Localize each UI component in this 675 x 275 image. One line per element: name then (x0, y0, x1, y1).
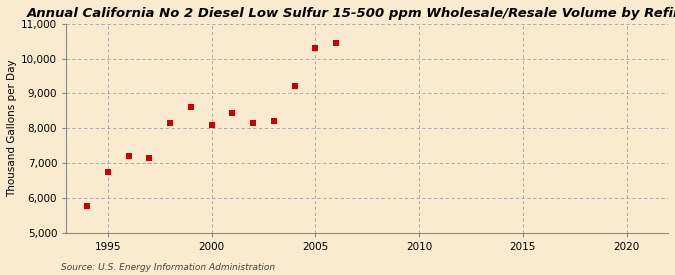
Point (206, 123, 217, 127)
Point (144, 156, 155, 160)
Point (310, 46, 321, 50)
Point (103, 169, 113, 174)
Point (165, 121, 176, 125)
Point (289, 84, 300, 89)
Title: Annual California No 2 Diesel Low Sulfur 15-500 ppm Wholesale/Resale Volume by R: Annual California No 2 Diesel Low Sulfur… (27, 7, 675, 20)
Point (82, 204, 92, 209)
Point (123, 154, 134, 158)
Point (269, 119, 279, 123)
Point (248, 121, 259, 125)
Text: Source: U.S. Energy Information Administration: Source: U.S. Energy Information Administ… (61, 263, 275, 272)
Y-axis label: Thousand Gallons per Day: Thousand Gallons per Day (7, 59, 17, 197)
Point (331, 41, 342, 45)
Point (186, 105, 196, 109)
Point (227, 110, 238, 115)
